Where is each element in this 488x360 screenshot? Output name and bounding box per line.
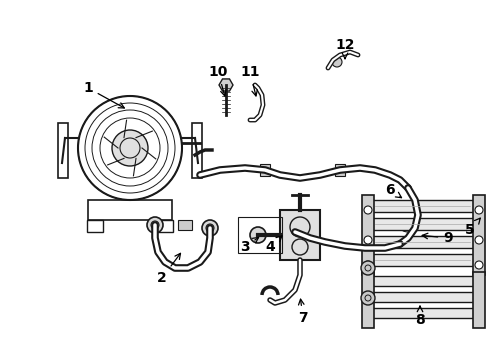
Circle shape [360, 291, 374, 305]
Circle shape [474, 236, 482, 244]
Text: 4: 4 [264, 236, 282, 254]
Text: 10: 10 [208, 65, 227, 96]
Bar [369, 292, 474, 302]
Bar [87, 220, 103, 232]
Bar [178, 220, 192, 230]
Bar [361, 195, 373, 275]
Text: 6: 6 [385, 183, 401, 198]
Circle shape [360, 261, 374, 275]
Text: 2: 2 [157, 253, 180, 285]
Circle shape [474, 206, 482, 214]
Text: 7: 7 [298, 299, 307, 325]
Bar [472, 195, 484, 275]
Bar [472, 272, 484, 328]
Text: 1: 1 [83, 81, 124, 108]
Bar [369, 308, 474, 318]
Bar [334, 164, 345, 176]
Bar [369, 236, 474, 248]
Bar [369, 218, 474, 230]
Bar [157, 220, 173, 232]
Circle shape [249, 227, 265, 243]
Circle shape [363, 261, 371, 269]
Text: 5: 5 [464, 218, 479, 237]
Circle shape [363, 236, 371, 244]
Circle shape [363, 206, 371, 214]
Bar [238, 217, 282, 253]
Text: 11: 11 [240, 65, 259, 96]
Bar [260, 164, 269, 176]
Ellipse shape [400, 224, 414, 232]
Text: 9: 9 [421, 231, 452, 245]
Circle shape [331, 57, 341, 67]
Bar [369, 276, 474, 286]
Bar [369, 200, 474, 212]
Circle shape [474, 261, 482, 269]
Bar [88, 200, 172, 220]
Circle shape [112, 130, 148, 166]
Bar [280, 210, 319, 260]
Polygon shape [219, 79, 232, 91]
Text: 3: 3 [240, 237, 258, 254]
Bar [369, 254, 474, 266]
Bar [361, 272, 373, 328]
Circle shape [147, 217, 163, 233]
Text: 8: 8 [414, 306, 424, 327]
Circle shape [202, 220, 218, 236]
Text: 12: 12 [335, 38, 354, 59]
